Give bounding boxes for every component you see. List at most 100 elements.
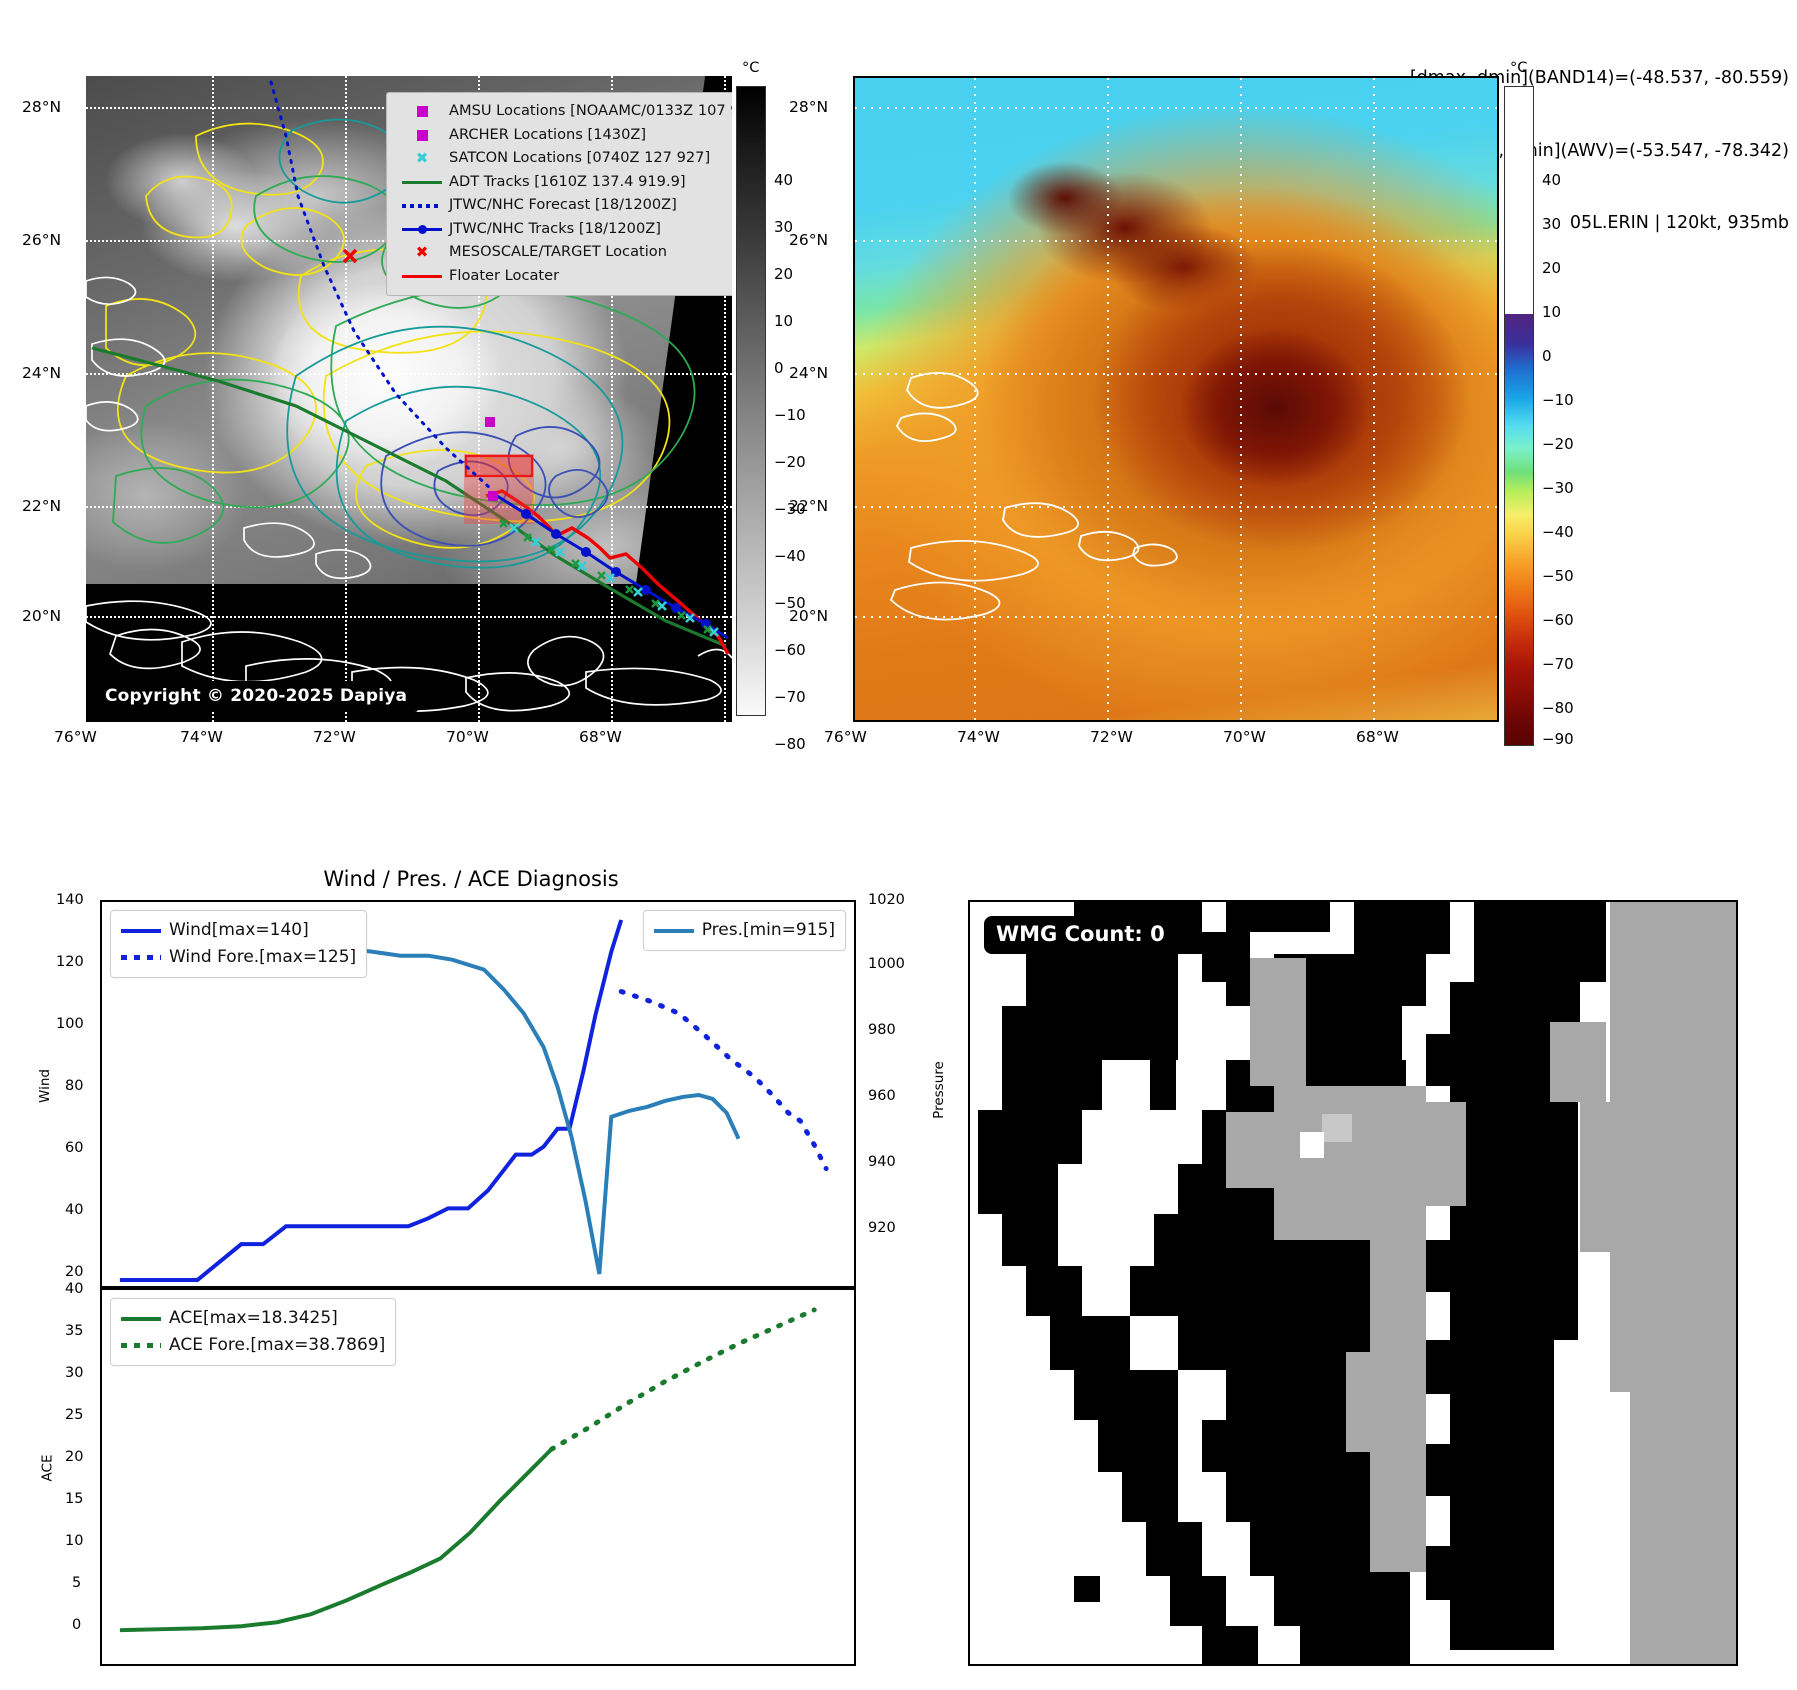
- pres-ytick-920: 920: [868, 1220, 896, 1236]
- awv-ytick-28N: 28°N: [789, 98, 829, 116]
- wind-legend[interactable]: Wind[max=140] Wind Fore.[max=125]: [110, 910, 368, 978]
- pres-ytick-960: 960: [868, 1088, 896, 1104]
- forecast-dotted-line-icon: [395, 203, 449, 208]
- ir-xtick-72W: 72°W: [313, 728, 356, 746]
- ir-ytick-24N: 24°N: [22, 364, 62, 382]
- awv-xtick-72W: 72°W: [1090, 728, 1133, 746]
- awv-panel[interactable]: [853, 76, 1499, 722]
- adt-line-icon: [395, 180, 449, 184]
- ir-cbtick-m60: −60: [774, 641, 806, 659]
- awv-ytick-26N: 26°N: [789, 231, 829, 249]
- awv-ytick-24N: 24°N: [789, 364, 829, 382]
- legend-row-ace[interactable]: ACE[max=18.3425]: [121, 1305, 385, 1332]
- ir-colorbar[interactable]: °C 40 30 20 10 0 −10 −20 −30 −40 −50 −60…: [736, 60, 846, 753]
- diagnosis-title: Wind / Pres. / ACE Diagnosis: [323, 867, 619, 891]
- wind-pressure-plot: [119, 915, 829, 1282]
- legend-row-mesoscale-target[interactable]: ✖ MESOSCALE/TARGET Location: [395, 241, 732, 265]
- awv-colorbar-unit: °C: [1510, 60, 1528, 76]
- legend-row-ace-forecast[interactable]: ACE Fore.[max=38.7869]: [121, 1332, 385, 1359]
- awv-cbtick-m20: −20: [1542, 435, 1574, 453]
- ace-ytick-20: 20: [65, 1449, 84, 1465]
- ir-xtick-70W: 70°W: [446, 728, 489, 746]
- ir-cbtick-m20: −20: [774, 453, 806, 471]
- legend-label-archer: ARCHER Locations [1430Z]: [449, 125, 647, 143]
- legend-label-wind: Wind[max=140]: [169, 920, 309, 940]
- ir-cbtick-m30: −30: [774, 500, 806, 518]
- legend-row-archer[interactable]: ARCHER Locations [1430Z]: [395, 124, 732, 148]
- pres-ytick-980: 980: [868, 1022, 896, 1038]
- legend-row-tracks[interactable]: JTWC/NHC Tracks [18/1200Z]: [395, 218, 732, 242]
- awv-xtick-74W: 74°W: [957, 728, 1000, 746]
- legend-row-adt[interactable]: ADT Tracks [1610Z 137.4 919.9]: [395, 171, 732, 195]
- awv-cbtick-m40: −40: [1542, 523, 1574, 541]
- awv-cbtick-10: 10: [1542, 303, 1562, 321]
- ir-colorbar-gradient: [736, 86, 766, 716]
- wind-ytick-140: 140: [56, 892, 84, 908]
- pressure-legend[interactable]: Pres.[min=915]: [642, 910, 846, 951]
- wind-ytick-80: 80: [65, 1078, 84, 1094]
- awv-enhanced-ir-layer[interactable]: [855, 78, 1497, 720]
- legend-row-wind-forecast[interactable]: Wind Fore.[max=125]: [121, 944, 356, 971]
- ir-cbtick-m80: −80: [774, 735, 806, 753]
- awv-cbtick-0: 0: [1542, 347, 1552, 365]
- ir-cbtick-10: 10: [774, 312, 794, 330]
- ace-ytick-25: 25: [65, 1407, 84, 1423]
- wmg-mask-raster[interactable]: [970, 902, 1736, 1664]
- pres-ytick-940: 940: [868, 1154, 896, 1170]
- ir-map-legend[interactable]: AMSU Locations [NOAAMC/0133Z 107 946] AR…: [386, 92, 732, 296]
- wmg-count-badge: WMG Count: 0: [984, 916, 1179, 954]
- wind-ytick-120: 120: [56, 954, 84, 970]
- legend-label-forecast: JTWC/NHC Forecast [18/1200Z]: [449, 196, 677, 214]
- legend-row-wind[interactable]: Wind[max=140]: [121, 917, 356, 944]
- awv-ytick-20N: 20°N: [789, 607, 829, 625]
- floater-line-icon: [395, 274, 449, 278]
- ir-xtick-74W: 74°W: [180, 728, 223, 746]
- legend-row-floater[interactable]: Floater Locater: [395, 265, 732, 289]
- ace-ytick-5: 5: [72, 1575, 82, 1591]
- ace-ytick-40: 40: [65, 1281, 84, 1297]
- wind-ytick-100: 100: [56, 1016, 84, 1032]
- ir-cbtick-m70: −70: [774, 688, 806, 706]
- awv-xtick-70W: 70°W: [1223, 728, 1266, 746]
- diagnosis-panel[interactable]: Wind / Pres. / ACE Diagnosis Wind[max=14…: [37, 867, 947, 1666]
- ir-cbtick-30: 30: [774, 218, 794, 236]
- awv-cbtick-40: 40: [1542, 171, 1562, 189]
- ir-mesoscale-panel[interactable]: AMSU Locations [NOAAMC/0133Z 107 946] AR…: [22, 76, 732, 746]
- awv-cbtick-m10: −10: [1542, 391, 1574, 409]
- awv-cbtick-30: 30: [1542, 215, 1562, 233]
- legend-label-ace-forecast: ACE Fore.[max=38.7869]: [169, 1335, 386, 1355]
- awv-xtick-68W: 68°W: [1356, 728, 1399, 746]
- awv-cbtick-m90: −90: [1542, 730, 1574, 748]
- ace-ytick-15: 15: [65, 1491, 84, 1507]
- legend-row-pressure[interactable]: Pres.[min=915]: [653, 917, 835, 944]
- wind-forecast-dotted-icon: [121, 955, 169, 960]
- ace-legend[interactable]: ACE[max=18.3425] ACE Fore.[max=38.7869]: [110, 1298, 397, 1366]
- ir-ytick-22N: 22°N: [22, 497, 62, 515]
- wind-line-icon: [121, 928, 169, 933]
- ir-cbtick-40: 40: [774, 171, 794, 189]
- legend-label-mesoscale-target: MESOSCALE/TARGET Location: [449, 243, 667, 261]
- ace-line-icon: [121, 1316, 169, 1321]
- archer-square-icon: [395, 129, 449, 141]
- wind-ytick-40: 40: [65, 1202, 84, 1218]
- legend-label-tracks: JTWC/NHC Tracks [18/1200Z]: [449, 219, 661, 237]
- awv-xtick-76W: 76°W: [824, 728, 867, 746]
- ace-ytick-10: 10: [65, 1533, 84, 1549]
- awv-cbtick-m70: −70: [1542, 655, 1574, 673]
- legend-row-amsu[interactable]: AMSU Locations [NOAAMC/0133Z 107 946]: [395, 100, 732, 124]
- legend-row-satcon[interactable]: ✖ SATCON Locations [0740Z 127 927]: [395, 147, 732, 171]
- awv-cbtick-m30: −30: [1542, 479, 1574, 497]
- tracks-line-marker-icon: [395, 225, 449, 234]
- pressure-axis-label: Pressure: [930, 1061, 947, 1119]
- pres-ytick-1000: 1000: [868, 956, 905, 972]
- wmg-panel[interactable]: WMG Count: 0: [968, 900, 1738, 1666]
- ir-map-canvas[interactable]: AMSU Locations [NOAAMC/0133Z 107 946] AR…: [86, 76, 732, 722]
- wind-pressure-axes[interactable]: Wind[max=140] Wind Fore.[max=125] Pres.[…: [100, 900, 856, 1288]
- awv-ytick-22N: 22°N: [789, 497, 829, 515]
- legend-row-forecast[interactable]: JTWC/NHC Forecast [18/1200Z]: [395, 194, 732, 218]
- ir-ytick-28N: 28°N: [22, 98, 62, 116]
- awv-colorbar[interactable]: °C 40 30 20 10 0 −10 −20 −30 −40 −50 −60…: [1504, 60, 1624, 748]
- legend-label-wind-forecast: Wind Fore.[max=125]: [169, 947, 357, 967]
- ace-axes[interactable]: ACE[max=18.3425] ACE Fore.[max=38.7869]: [100, 1288, 856, 1666]
